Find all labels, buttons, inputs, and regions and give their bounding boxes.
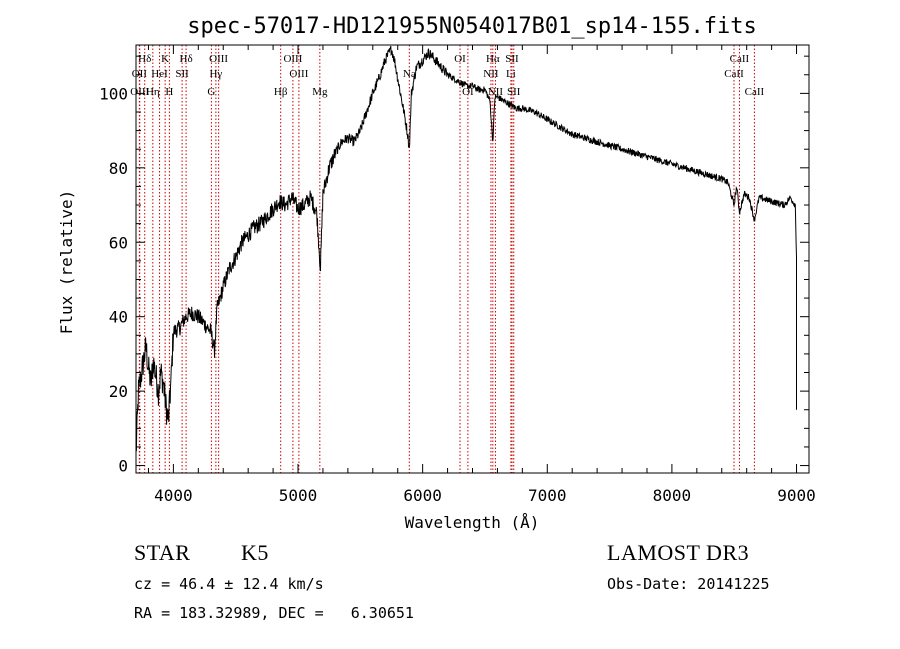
- y-tick-label: 60: [109, 233, 128, 252]
- line-label: CaII: [745, 86, 765, 98]
- y-axis-label: Flux (relative): [57, 190, 76, 335]
- line-label: Hβ: [274, 86, 288, 98]
- x-axis-label: Wavelength (Å): [405, 513, 540, 532]
- line-label: OIII: [130, 86, 149, 98]
- line-label: OIII: [209, 53, 228, 65]
- y-tick-label: 100: [99, 84, 128, 103]
- line-label: Li: [506, 68, 516, 80]
- line-label: SII: [175, 68, 189, 80]
- spectral-subclass: K5: [241, 540, 269, 565]
- object-type: STAR: [134, 540, 191, 565]
- x-tick-label: 4000: [154, 486, 193, 505]
- x-tick-label: 5000: [279, 486, 318, 505]
- spectral-line-markers: [138, 45, 755, 473]
- y-tick-label: 80: [109, 159, 128, 178]
- line-label: Hα: [486, 53, 500, 65]
- y-axis: 0 20 40 60 80 100: [99, 55, 809, 476]
- spectrum-line: [135, 45, 797, 452]
- chart-title: spec-57017-HD121955N054017B01_sp14-155.f…: [187, 14, 757, 39]
- y-tick-label: 20: [109, 382, 128, 401]
- line-label: H: [165, 86, 173, 98]
- x-tick-label: 8000: [653, 486, 692, 505]
- x-tick-label: 7000: [528, 486, 567, 505]
- line-label: HeI: [151, 68, 168, 80]
- line-label: OII: [132, 68, 148, 80]
- coordinates: RA = 183.32989, DEC = 6.30651: [134, 604, 414, 622]
- line-label: SII: [507, 86, 521, 98]
- line-label: OI: [462, 86, 474, 98]
- x-axis: 4000 5000 6000 7000 8000 9000: [147, 45, 816, 505]
- line-label: NII: [483, 68, 499, 80]
- y-tick-label: 40: [109, 308, 128, 327]
- line-label: G: [207, 86, 215, 98]
- line-label: CaII: [724, 68, 744, 80]
- observation-date: Obs-Date: 20141225: [607, 575, 770, 593]
- line-label: CaII: [730, 53, 750, 65]
- line-label: Hη: [146, 86, 160, 98]
- line-label: Na: [403, 68, 416, 80]
- x-tick-label: 6000: [403, 486, 442, 505]
- x-tick-label: 9000: [777, 486, 816, 505]
- line-label: K: [161, 53, 169, 65]
- line-label: NII: [488, 86, 504, 98]
- redshift-value: cz = 46.4 ± 12.4 km/s: [134, 575, 324, 593]
- survey-name: LAMOST DR3: [607, 540, 750, 565]
- line-label: Hδ: [180, 53, 193, 65]
- line-label: OIII: [289, 68, 308, 80]
- y-tick-label: 0: [118, 457, 128, 476]
- line-label: Hγ: [209, 68, 222, 80]
- line-label: OI: [454, 53, 466, 65]
- line-label: Hδ: [138, 53, 151, 65]
- line-label: SII: [505, 53, 519, 65]
- line-label: OIII: [283, 53, 302, 65]
- spectrum-layer: [135, 45, 797, 452]
- line-label: Mg: [312, 86, 328, 98]
